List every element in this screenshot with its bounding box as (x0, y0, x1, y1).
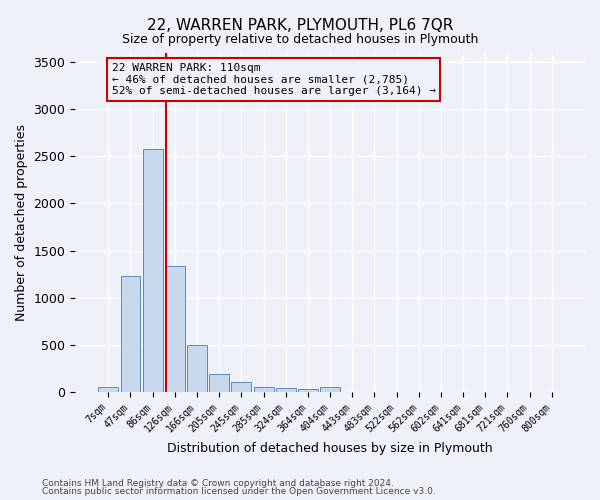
Bar (165, 266, 185, 392)
Bar (209, 374, 229, 392)
Bar (232, 382, 251, 392)
Bar (254, 387, 274, 392)
Y-axis label: Number of detached properties: Number of detached properties (15, 124, 28, 320)
Text: Size of property relative to detached houses in Plymouth: Size of property relative to detached ho… (122, 32, 478, 46)
Text: 22, WARREN PARK, PLYMOUTH, PL6 7QR: 22, WARREN PARK, PLYMOUTH, PL6 7QR (147, 18, 453, 32)
Bar (320, 387, 340, 392)
X-axis label: Distribution of detached houses by size in Plymouth: Distribution of detached houses by size … (167, 442, 493, 455)
Text: Contains public sector information licensed under the Open Government Licence v3: Contains public sector information licen… (42, 486, 436, 496)
Bar (121, 276, 140, 392)
Bar (98, 387, 118, 392)
Bar (298, 388, 318, 392)
Bar (143, 148, 163, 392)
Text: 22 WARREN PARK: 110sqm
← 46% of detached houses are smaller (2,785)
52% of semi-: 22 WARREN PARK: 110sqm ← 46% of detached… (112, 63, 436, 96)
Bar (276, 388, 296, 392)
Text: Contains HM Land Registry data © Crown copyright and database right 2024.: Contains HM Land Registry data © Crown c… (42, 479, 394, 488)
Bar (187, 345, 207, 392)
